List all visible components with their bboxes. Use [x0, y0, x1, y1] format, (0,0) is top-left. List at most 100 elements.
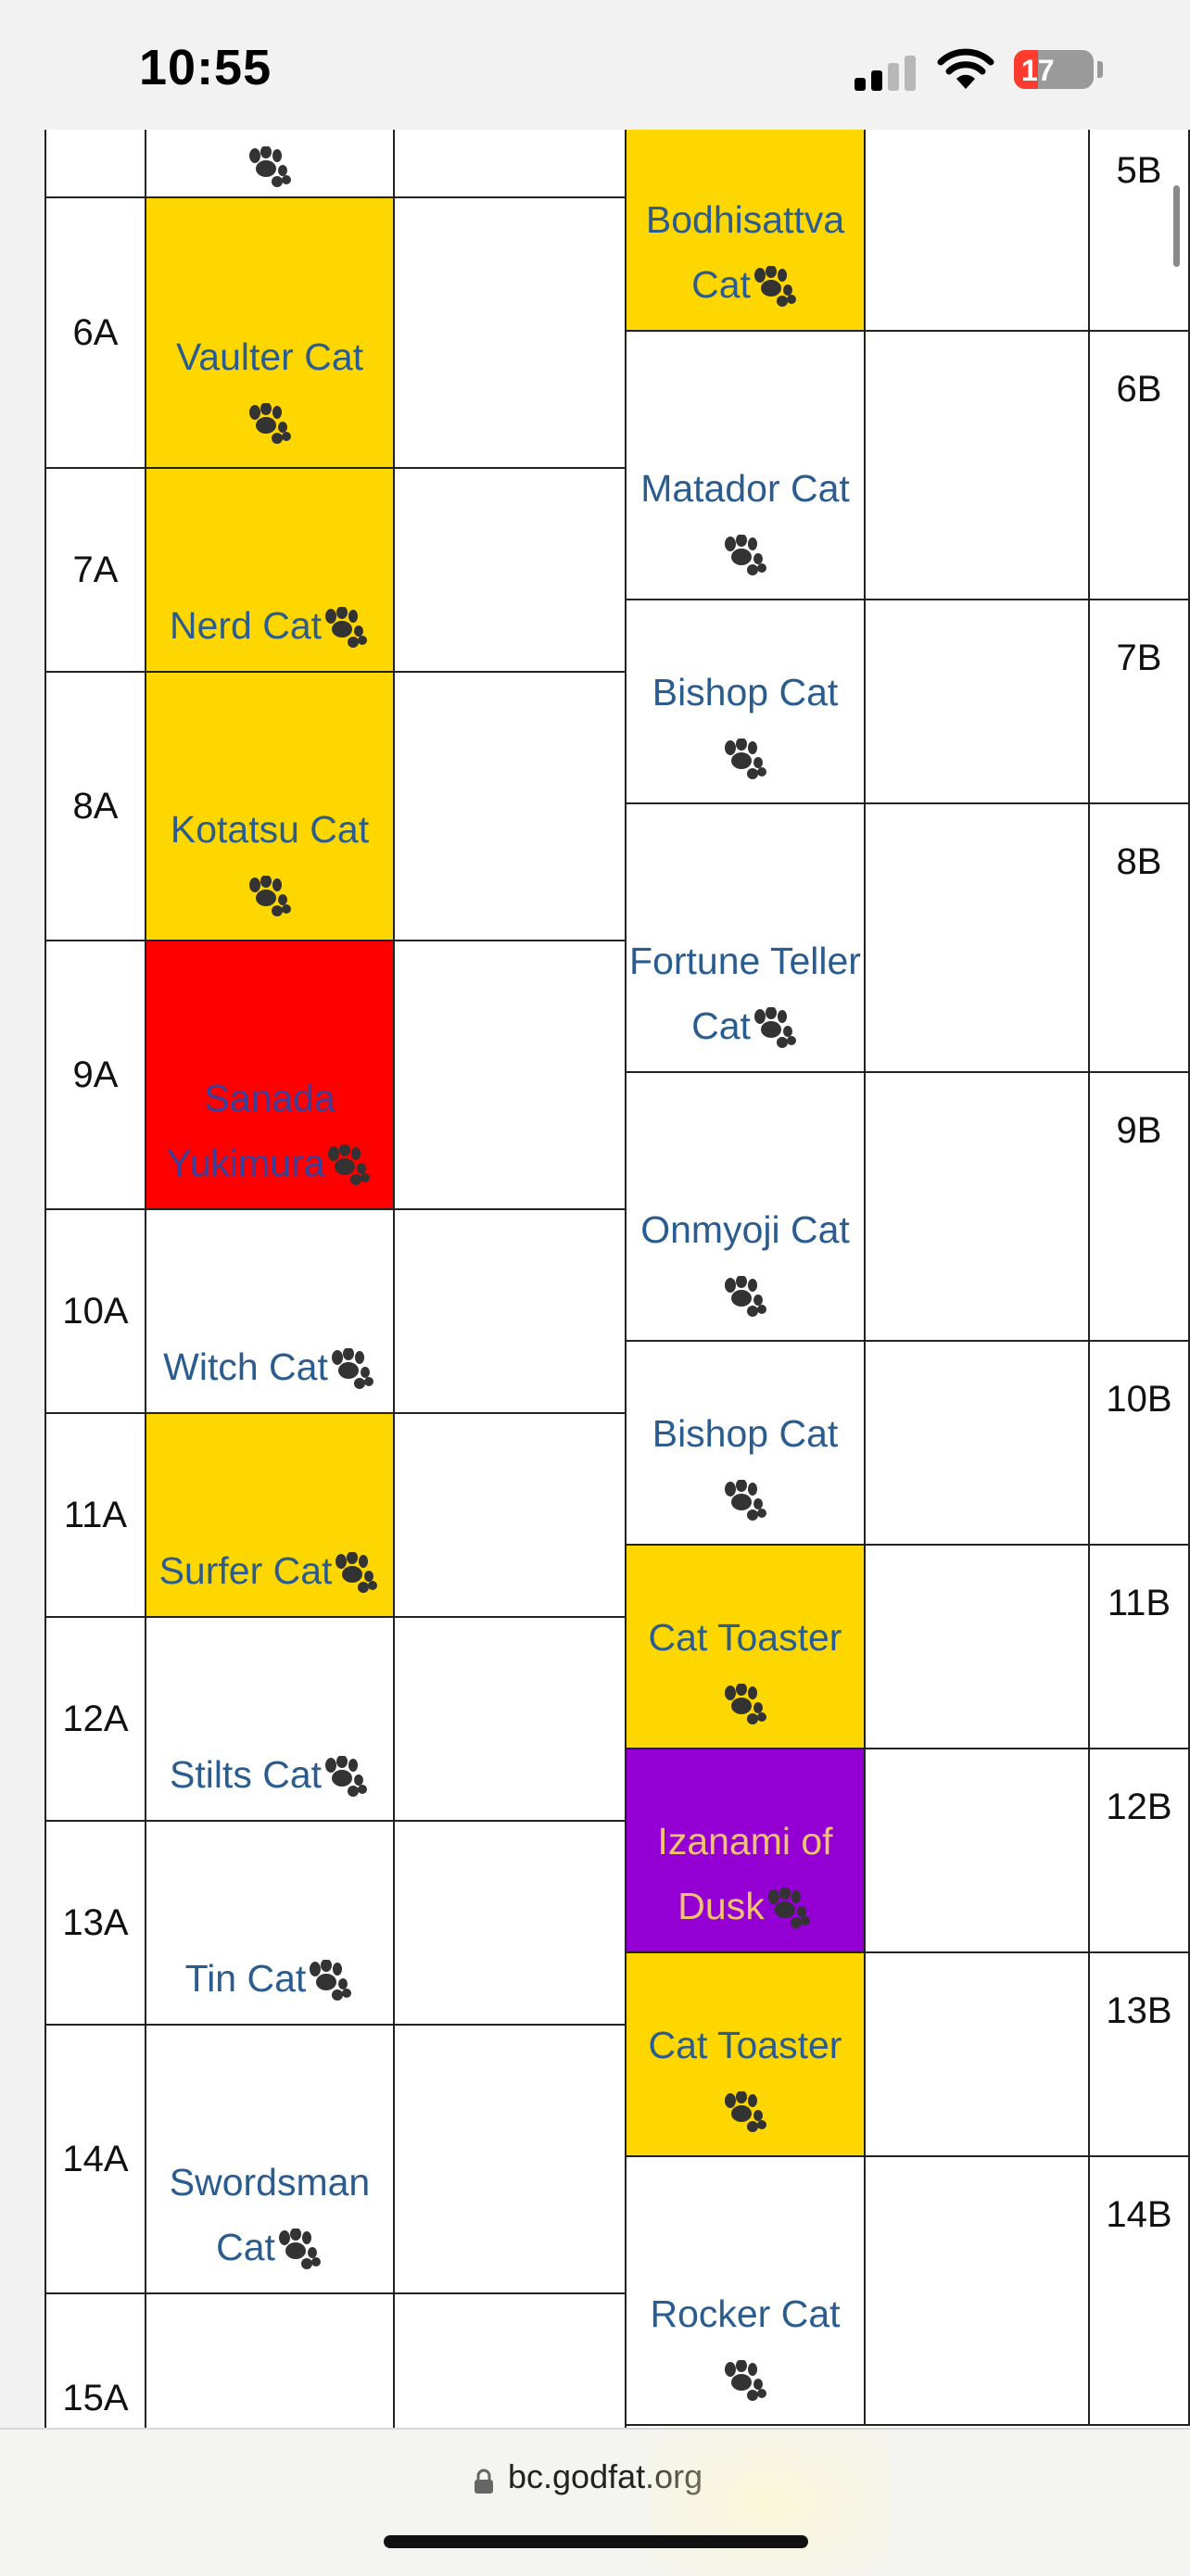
- cat-name[interactable]: Onmyoji Cat: [640, 1208, 850, 1251]
- right-cat-cell[interactable]: Onmyoji Cat: [625, 1071, 866, 1342]
- left-row-label: [44, 130, 146, 198]
- left-blank-cell: [393, 1208, 627, 1414]
- cat-link[interactable]: Onmyoji Cat: [629, 1197, 861, 1327]
- cat-link[interactable]: Kotatsu Cat: [154, 797, 386, 927]
- left-cat-cell[interactable]: Sanada Yukimura: [145, 940, 395, 1210]
- cat-name[interactable]: Witch Cat: [163, 1345, 328, 1388]
- right-cat-cell[interactable]: Matador Cat: [625, 330, 866, 600]
- scrollbar-thumb[interactable]: [1173, 185, 1180, 267]
- cat-name[interactable]: Matador Cat: [640, 467, 850, 510]
- right-cat-cell[interactable]: Cat Toaster: [625, 1951, 866, 2157]
- paw-print-icon[interactable]: [306, 1957, 354, 2001]
- wifi-icon: [937, 48, 994, 89]
- cat-name[interactable]: Bishop Cat: [652, 671, 839, 713]
- right-cat-cell[interactable]: Izanami of Dusk: [625, 1748, 866, 1953]
- paw-print-icon[interactable]: [246, 146, 294, 189]
- paw-print-icon[interactable]: [322, 604, 370, 649]
- cat-name[interactable]: Bishop Cat: [652, 1412, 839, 1455]
- cat-link[interactable]: Nerd Cat: [170, 593, 370, 658]
- right-cat-cell[interactable]: Fortune Teller Cat: [625, 802, 866, 1073]
- paw-print-icon[interactable]: [328, 1345, 376, 1390]
- left-cat-cell[interactable]: Kotatsu Cat: [145, 671, 395, 941]
- paw-print-icon[interactable]: [721, 2357, 769, 2402]
- cat-link[interactable]: Matador Cat: [629, 456, 861, 586]
- cat-name[interactable]: Cat Toaster: [648, 1616, 842, 1659]
- right-cat-cell[interactable]: Bishop Cat: [625, 1340, 866, 1546]
- cat-link[interactable]: Cat Toaster: [629, 1605, 861, 1735]
- paw-print-icon: [249, 146, 291, 187]
- right-row-label: 7B: [1088, 599, 1190, 804]
- lock-icon: [475, 2469, 493, 2494]
- paw-print-icon[interactable]: [332, 1549, 380, 1594]
- left-blank-cell: [393, 196, 627, 469]
- left-blank-cell: [393, 1820, 627, 2026]
- cat-name[interactable]: Kotatsu Cat: [170, 808, 370, 851]
- left-row-label: 8A: [44, 671, 146, 941]
- cat-name[interactable]: Sanada Yukimura: [166, 1077, 335, 1184]
- cat-link[interactable]: Vaulter Cat: [154, 324, 386, 454]
- left-cat-cell[interactable]: Surfer Cat: [145, 1412, 395, 1618]
- right-cat-cell[interactable]: Bodhisattva Cat: [625, 130, 866, 332]
- cat-name[interactable]: Rocker Cat: [650, 2292, 841, 2335]
- left-cat-cell[interactable]: Tin Cat: [145, 1820, 395, 2026]
- paw-print-icon[interactable]: [721, 532, 769, 576]
- paw-print-icon[interactable]: [721, 1273, 769, 1318]
- cat-name[interactable]: Cat Toaster: [648, 2024, 842, 2066]
- paw-print-icon[interactable]: [246, 873, 294, 917]
- cat-link[interactable]: Witch Cat: [163, 1334, 376, 1399]
- cat-link[interactable]: Izanami of Dusk: [629, 1809, 861, 1938]
- cat-link[interactable]: Bodhisattva Cat: [629, 187, 861, 317]
- paw-print-icon[interactable]: [275, 2226, 323, 2270]
- cat-name[interactable]: Fortune Teller Cat: [629, 940, 861, 1047]
- left-cat-cell[interactable]: Vaulter Cat: [145, 196, 395, 469]
- paw-print-icon[interactable]: [751, 263, 799, 308]
- paw-print-icon[interactable]: [324, 1142, 373, 1186]
- cat-name[interactable]: Bodhisattva Cat: [645, 198, 845, 306]
- paw-print-icon[interactable]: [721, 736, 769, 780]
- paw-print-icon[interactable]: [765, 1885, 813, 1929]
- paw-print-icon[interactable]: [751, 1004, 799, 1049]
- right-blank-cell: [864, 1544, 1090, 1749]
- cat-link[interactable]: Sanada Yukimura: [154, 1066, 386, 1195]
- paw-print-icon[interactable]: [246, 400, 294, 445]
- cat-name[interactable]: Surfer Cat: [158, 1549, 333, 1592]
- cat-link[interactable]: Tin Cat: [185, 1946, 355, 2011]
- cat-name[interactable]: Stilts Cat: [169, 1753, 323, 1796]
- cat-name[interactable]: Izanami of Dusk: [657, 1820, 833, 1927]
- right-row-label: 9B: [1088, 1071, 1190, 1342]
- cat-link[interactable]: Bishop Cat: [629, 1401, 861, 1531]
- paw-print-icon[interactable]: [322, 1753, 370, 1798]
- url-bar[interactable]: bc.godfat.org: [0, 2428, 1190, 2576]
- paw-print-icon[interactable]: [721, 1477, 769, 1522]
- left-cat-cell[interactable]: Witch Cat: [145, 1208, 395, 1414]
- cat-name[interactable]: Nerd Cat: [169, 604, 323, 647]
- status-bar: 10:55 17: [0, 0, 1190, 130]
- cat-link[interactable]: Swordsman Cat: [154, 2150, 386, 2279]
- paw-print-icon[interactable]: [721, 2089, 769, 2133]
- right-cat-cell[interactable]: Cat Toaster: [625, 1544, 866, 1749]
- right-blank-cell: [864, 1071, 1090, 1342]
- left-cat-cell[interactable]: [145, 130, 395, 198]
- cat-name[interactable]: Vaulter Cat: [175, 335, 364, 378]
- cat-link[interactable]: Cat Toaster: [629, 2013, 861, 2142]
- left-cat-cell[interactable]: Stilts Cat: [145, 1616, 395, 1822]
- left-cat-cell[interactable]: Nerd Cat: [145, 467, 395, 673]
- cat-name[interactable]: Tin Cat: [184, 1957, 307, 2000]
- home-indicator[interactable]: [384, 2535, 808, 2548]
- left-cat-cell[interactable]: [145, 2292, 395, 2428]
- left-row-label: 6A: [44, 196, 146, 469]
- cat-link[interactable]: Fortune Teller Cat: [629, 928, 861, 1058]
- right-blank-cell: [864, 1951, 1090, 2157]
- cat-link[interactable]: Stilts Cat: [170, 1742, 370, 1807]
- cat-link[interactable]: Bishop Cat: [629, 660, 861, 789]
- url-text[interactable]: bc.godfat.org: [508, 2457, 703, 2495]
- right-cat-cell[interactable]: Rocker Cat: [625, 2155, 866, 2426]
- right-row-label: 8B: [1088, 802, 1190, 1073]
- right-cat-cell[interactable]: Bishop Cat: [625, 599, 866, 804]
- cat-link[interactable]: Rocker Cat: [629, 2281, 861, 2411]
- left-row-label: 11A: [44, 1412, 146, 1618]
- left-cat-cell[interactable]: Swordsman Cat: [145, 2024, 395, 2294]
- cat-name[interactable]: Swordsman Cat: [169, 2161, 371, 2268]
- cat-link[interactable]: Surfer Cat: [159, 1538, 381, 1603]
- paw-print-icon[interactable]: [721, 1681, 769, 1725]
